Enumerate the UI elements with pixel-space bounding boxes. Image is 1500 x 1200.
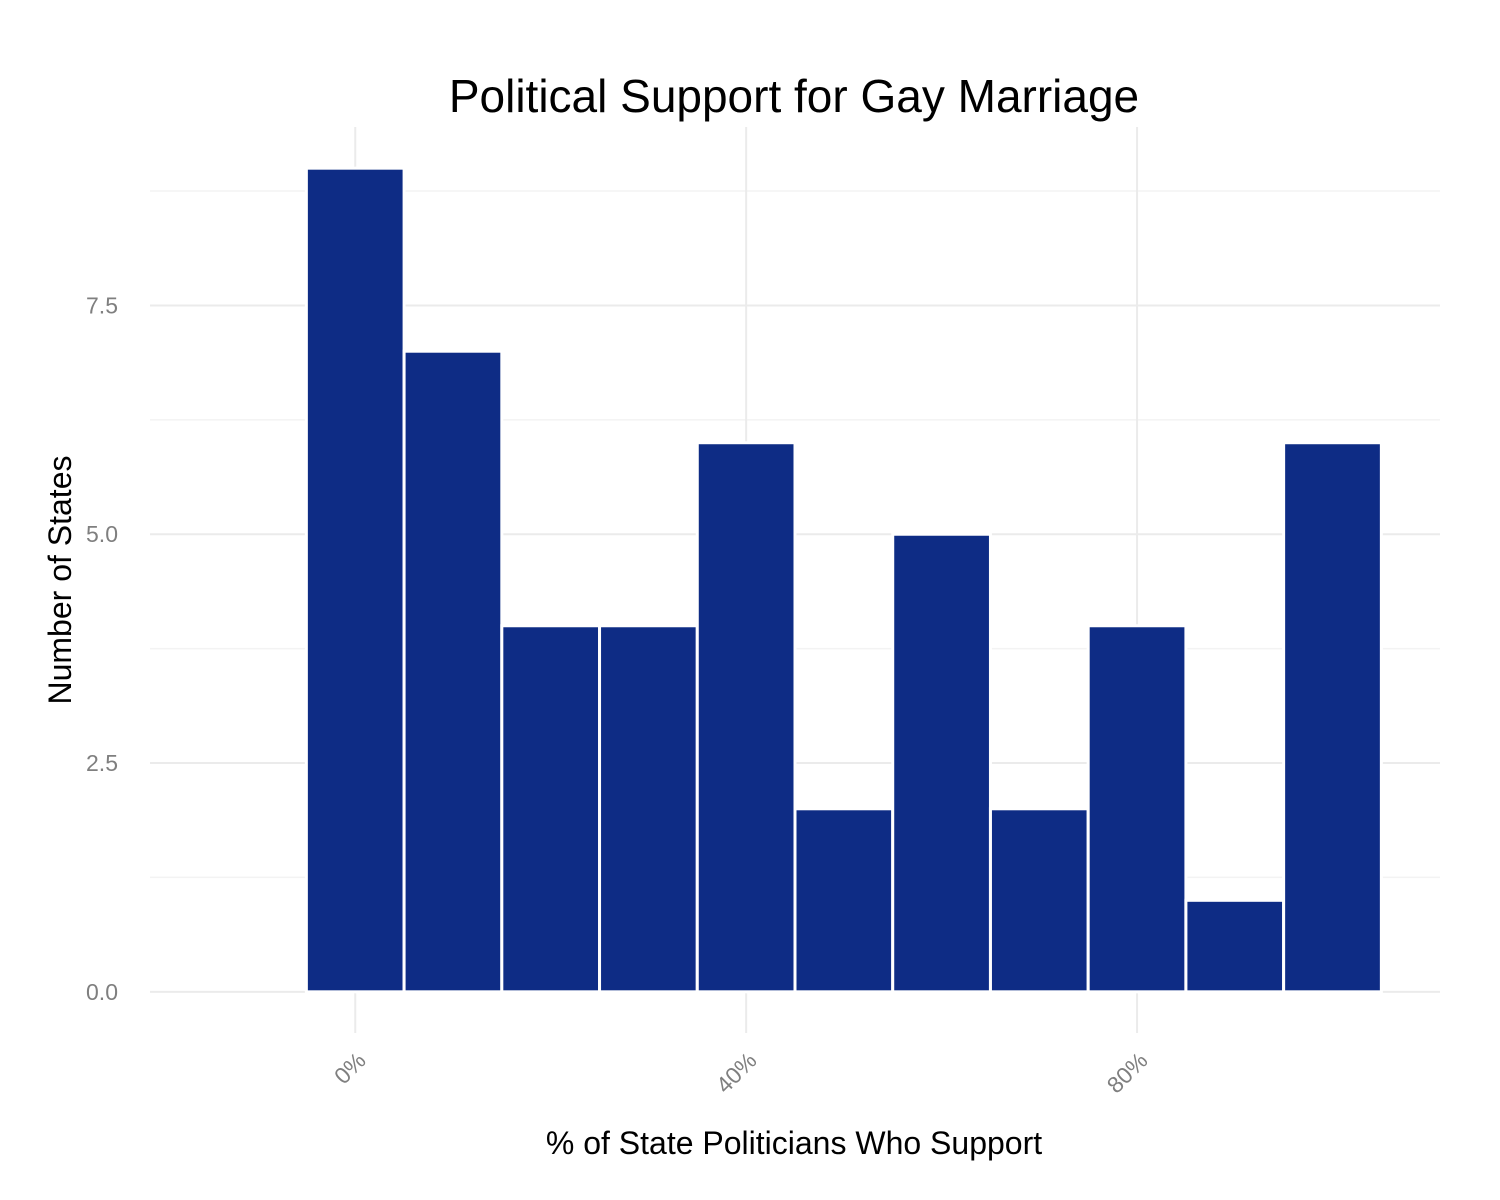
- y-axis-title: Number of States: [42, 456, 78, 705]
- histogram-bar: [988, 807, 1090, 994]
- x-tick-label: 40%: [711, 1047, 762, 1098]
- y-tick-label: 0.0: [86, 979, 118, 1005]
- histogram-bar: [1086, 624, 1188, 994]
- histogram-bars: [304, 166, 1383, 994]
- y-tick-label: 2.5: [86, 750, 118, 776]
- histogram-bar: [500, 624, 602, 994]
- histogram-bar: [1282, 441, 1383, 994]
- y-axis-tick-labels: 0.0 2.5 5.0 7.5: [86, 292, 118, 1004]
- x-axis-title: % of State Politicians Who Support: [546, 1125, 1042, 1161]
- y-tick-label: 7.5: [86, 292, 118, 318]
- histogram-bar: [598, 624, 699, 994]
- histogram-bar: [891, 532, 992, 994]
- chart-title: Political Support for Gay Marriage: [449, 70, 1139, 122]
- histogram-bar: [695, 441, 797, 994]
- y-tick-label: 5.0: [86, 521, 118, 547]
- histogram-bar: [402, 349, 504, 994]
- histogram-bar: [304, 166, 406, 994]
- histogram-bar: [1184, 898, 1286, 994]
- histogram-bar: [793, 807, 895, 994]
- x-tick-label: 0%: [329, 1047, 371, 1089]
- x-tick-label: 80%: [1102, 1047, 1153, 1098]
- x-axis-tick-labels: 0% 40% 80%: [329, 1047, 1153, 1098]
